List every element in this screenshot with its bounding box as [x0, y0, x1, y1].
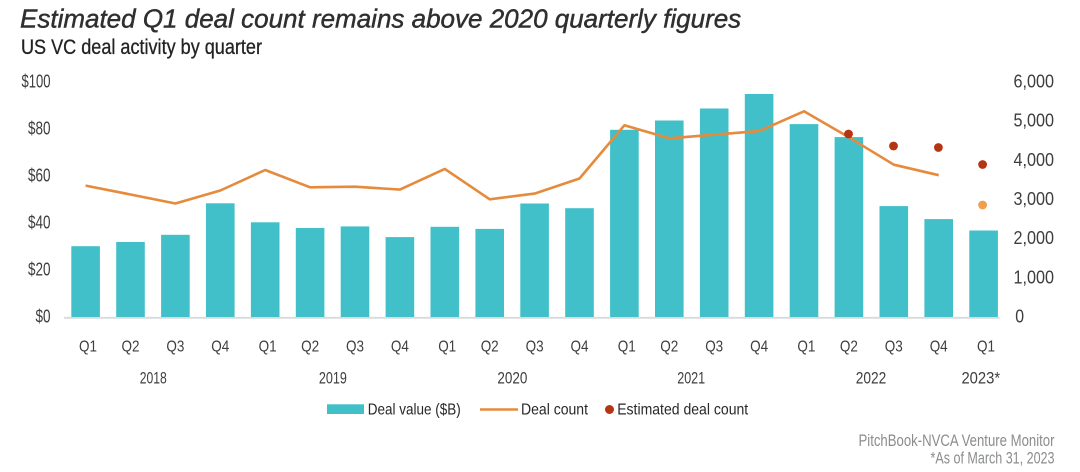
svg-text:Q4: Q4	[750, 338, 768, 355]
svg-text:2022: 2022	[856, 368, 887, 387]
svg-text:Q1: Q1	[438, 338, 456, 355]
svg-text:$40: $40	[28, 213, 51, 233]
svg-text:2,000: 2,000	[1014, 228, 1055, 248]
svg-text:Q3: Q3	[705, 338, 723, 355]
svg-text:$0: $0	[36, 307, 51, 327]
svg-text:PitchBook-NVCA Venture Monitor: PitchBook-NVCA Venture Monitor	[859, 431, 1055, 450]
svg-text:2018: 2018	[140, 368, 167, 387]
svg-text:2021: 2021	[677, 368, 705, 387]
svg-text:$80: $80	[28, 119, 51, 139]
svg-text:Q1: Q1	[977, 338, 995, 355]
svg-text:6,000: 6,000	[1014, 71, 1055, 91]
svg-text:Q2: Q2	[301, 338, 319, 355]
svg-text:2020: 2020	[497, 368, 527, 387]
svg-text:$100: $100	[22, 72, 51, 92]
svg-text:Q4: Q4	[930, 338, 948, 355]
svg-text:1,000: 1,000	[1014, 267, 1055, 287]
svg-text:Q4: Q4	[391, 338, 409, 355]
svg-text:Deal value ($B): Deal value ($B)	[368, 402, 461, 419]
svg-text:0: 0	[1015, 307, 1024, 327]
svg-text:Q1: Q1	[79, 338, 97, 355]
svg-text:Q2: Q2	[840, 338, 858, 355]
svg-text:Q2: Q2	[660, 338, 678, 355]
svg-text:3,000: 3,000	[1014, 189, 1055, 209]
svg-text:5,000: 5,000	[1014, 111, 1055, 131]
svg-text:Q2: Q2	[481, 338, 499, 355]
svg-text:Q3: Q3	[885, 338, 903, 355]
svg-text:Q4: Q4	[211, 338, 229, 355]
svg-text:2019: 2019	[319, 368, 347, 387]
svg-text:*As of March 31, 2023: *As of March 31, 2023	[931, 449, 1055, 468]
svg-text:Q1: Q1	[259, 338, 277, 355]
svg-text:Estimated deal count: Estimated deal count	[617, 402, 748, 419]
svg-text:Q3: Q3	[346, 338, 364, 355]
svg-text:Q4: Q4	[571, 338, 589, 355]
svg-text:$60: $60	[28, 166, 51, 186]
svg-text:Estimated Q1 deal count remain: Estimated Q1 deal count remains above 20…	[20, 4, 741, 34]
svg-text:Q3: Q3	[526, 338, 544, 355]
svg-text:Deal count: Deal count	[521, 402, 588, 419]
svg-text:2023*: 2023*	[961, 368, 1000, 387]
svg-text:US VC deal activity by quarter: US VC deal activity by quarter	[21, 35, 262, 59]
svg-text:$20: $20	[28, 260, 51, 280]
svg-text:4,000: 4,000	[1014, 150, 1055, 170]
svg-text:Q2: Q2	[122, 338, 140, 355]
svg-text:Q3: Q3	[166, 338, 184, 355]
svg-text:Q1: Q1	[618, 338, 636, 355]
svg-text:Q1: Q1	[797, 338, 815, 355]
